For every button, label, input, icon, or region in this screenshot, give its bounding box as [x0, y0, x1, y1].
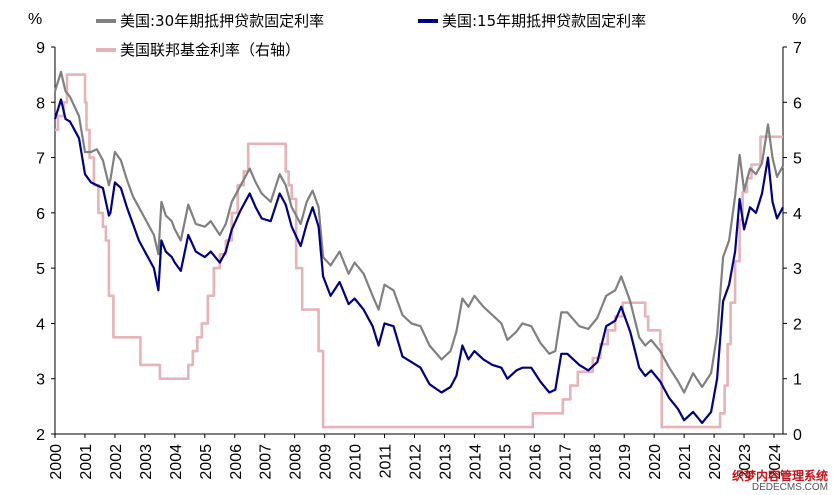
watermark-en: DEDECMS.COM — [751, 481, 828, 493]
x-tick-label: 2008 — [288, 444, 305, 480]
x-tick-label: 2016 — [527, 444, 544, 480]
x-axis: 2000 2001 2002 2003 2004 2005 2006 2007 2008 2009… — [48, 433, 784, 480]
left-tick-label: 2 — [36, 427, 45, 444]
watermark-cn: 织梦内容管理系统 — [731, 468, 828, 483]
x-tick-label: 2000 — [48, 444, 65, 480]
left-tick-label: 3 — [36, 372, 45, 389]
x-tick-label: 2004 — [168, 444, 185, 480]
x-tick-label: 2007 — [258, 444, 275, 480]
left-tick-label: 5 — [36, 261, 45, 278]
watermark: 织梦内容管理系统 DEDECMS.COM — [732, 470, 828, 493]
x-tick-label: 2018 — [587, 444, 604, 480]
x-tick-label: 2015 — [497, 444, 514, 480]
legend: 美国:30年期抵押贷款固定利率 美国:15年期抵押贷款固定利率 美国联邦基金利率… — [96, 12, 646, 59]
left-tick-label: 6 — [36, 206, 45, 223]
left-tick-label: 4 — [36, 316, 45, 333]
plot-area — [53, 70, 784, 429]
x-tick-label: 2023 — [737, 444, 754, 480]
x-tick-label: 2003 — [138, 444, 155, 480]
x-tick-label: 2012 — [408, 444, 425, 480]
left-axis: 2 3 4 5 6 7 8 9 — [36, 40, 56, 444]
x-tick-label: 2017 — [557, 444, 574, 480]
x-tick-label: 2009 — [318, 444, 335, 480]
x-tick-label: 2021 — [677, 444, 694, 480]
legend-label-fedfunds: 美国联邦基金利率（右轴） — [120, 41, 300, 59]
x-tick-label: 2014 — [467, 444, 484, 480]
x-tick-label: 2006 — [228, 444, 245, 480]
right-tick-label: 2 — [793, 316, 802, 333]
right-tick-label: 6 — [793, 95, 802, 112]
right-axis: 0 1 2 3 4 5 6 7 — [782, 40, 802, 444]
x-tick-label: 2020 — [647, 444, 664, 480]
series-30yr-line — [53, 70, 784, 394]
legend-label-15yr: 美国:15年期抵押贷款固定利率 — [442, 12, 646, 30]
series-15yr-line — [53, 98, 784, 424]
x-tick-label: 2013 — [437, 444, 454, 480]
left-tick-label: 8 — [36, 95, 45, 112]
left-tick-label: 9 — [36, 40, 45, 57]
right-tick-label: 7 — [793, 40, 802, 57]
right-tick-label: 0 — [793, 427, 802, 444]
left-unit-label: % — [28, 11, 42, 28]
x-tick-label: 2005 — [198, 444, 215, 480]
x-tick-label: 2024 — [767, 444, 784, 480]
x-tick-label: 2022 — [707, 444, 724, 480]
x-tick-label: 2001 — [78, 444, 95, 480]
series-fedfunds-line — [55, 73, 783, 429]
x-tick-label: 2010 — [348, 444, 365, 480]
right-tick-label: 1 — [793, 372, 802, 389]
x-tick-label: 2011 — [378, 444, 395, 479]
right-unit-label: % — [792, 11, 806, 28]
legend-label-30yr: 美国:30年期抵押贷款固定利率 — [120, 12, 324, 30]
right-tick-label: 4 — [793, 206, 802, 223]
left-tick-label: 7 — [36, 151, 45, 168]
right-tick-label: 3 — [793, 261, 802, 278]
x-tick-label: 2019 — [617, 444, 634, 480]
x-tick-label: 2002 — [108, 444, 125, 480]
right-tick-label: 5 — [793, 151, 802, 168]
